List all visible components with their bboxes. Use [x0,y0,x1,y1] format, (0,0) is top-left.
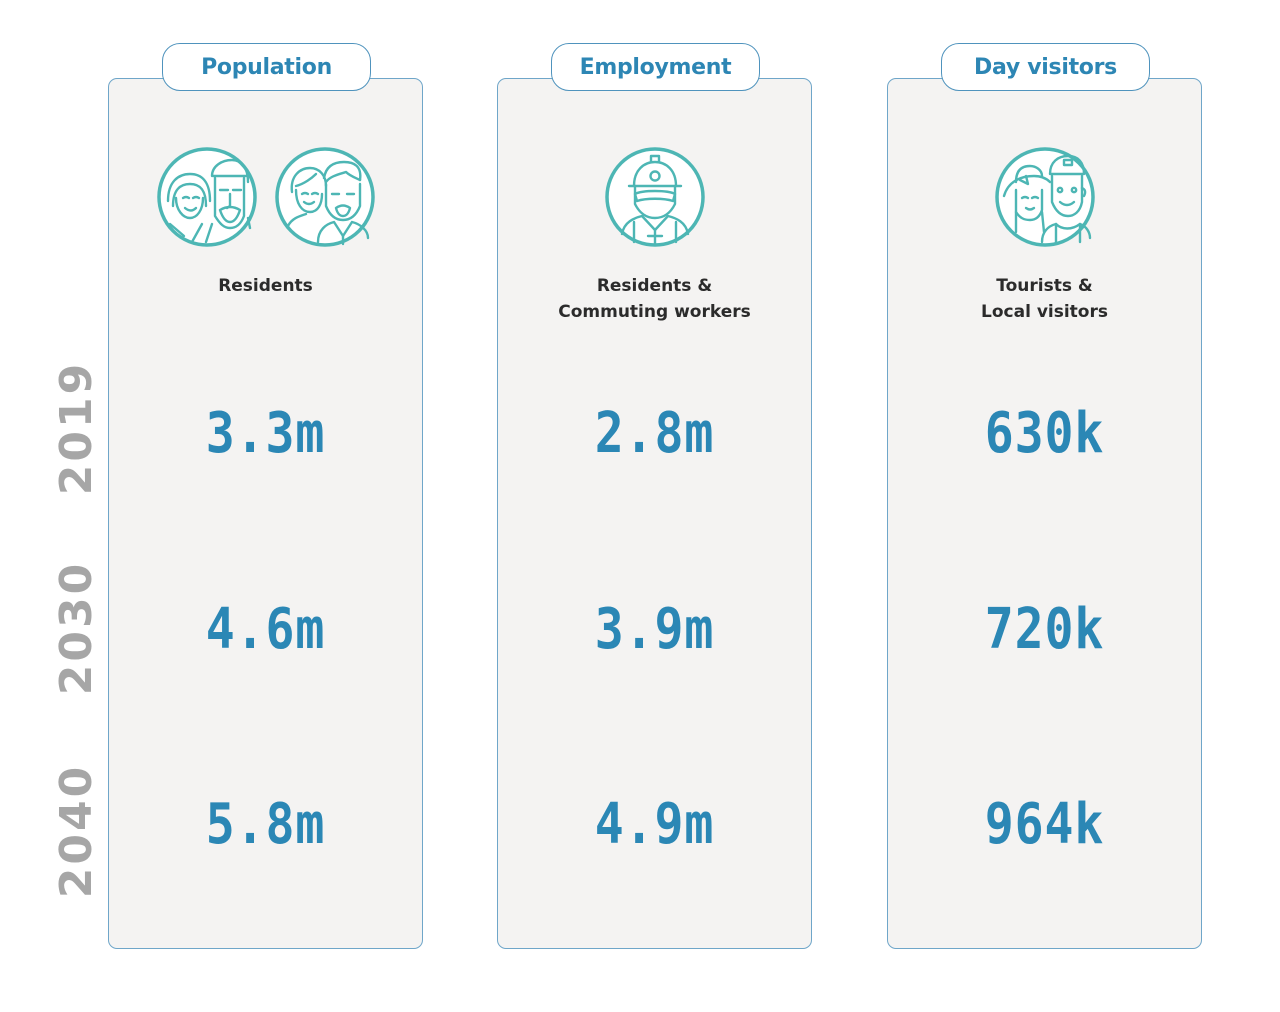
day-visitors-value-2019: 630k [984,401,1105,466]
residents-couple-traditional-icon [156,147,257,247]
year-label-2019: 2019 [50,360,102,496]
population-tab: Population [162,43,371,91]
day-visitors-value-2040: 964k [984,792,1105,857]
employment-caption-line1: Residents & [596,276,713,296]
employment-icons [498,146,811,248]
year-label-2040: 2040 [50,763,102,899]
residents-couple-western-icon [274,147,375,247]
employment-card: Residents & Commuting workers 2.8m 3.9m … [497,78,812,949]
employment-caption-line2: Commuting workers [558,302,751,322]
day-visitors-caption-line1: Tourists & [996,276,1093,296]
employment-value-2030: 3.9m [594,597,715,662]
day-visitors-card: Tourists & Local visitors 630k 720k 964k [887,78,1202,949]
employment-value-2040: 4.9m [594,792,715,857]
population-caption-line1: Residents [218,276,313,296]
tourists-icon [994,147,1095,247]
day-visitors-caption-line2: Local visitors [981,302,1108,322]
employment-caption: Residents & Commuting workers [498,273,811,325]
day-visitors-caption: Tourists & Local visitors [888,273,1201,325]
day-visitors-value-2030: 720k [984,597,1105,662]
construction-worker-icon [604,147,705,247]
population-caption: Residents [109,273,422,299]
population-value-2030: 4.6m [205,597,326,662]
day-visitors-tab: Day visitors [941,43,1150,91]
employment-value-2019: 2.8m [594,401,715,466]
population-value-2040: 5.8m [205,792,326,857]
population-value-2019: 3.3m [205,401,326,466]
employment-tab: Employment [551,43,760,91]
day-visitors-icons [888,146,1201,248]
year-label-2030: 2030 [50,560,102,696]
population-icons [109,146,422,248]
population-card: Residents 3.3m 4.6m 5.8m [108,78,423,949]
